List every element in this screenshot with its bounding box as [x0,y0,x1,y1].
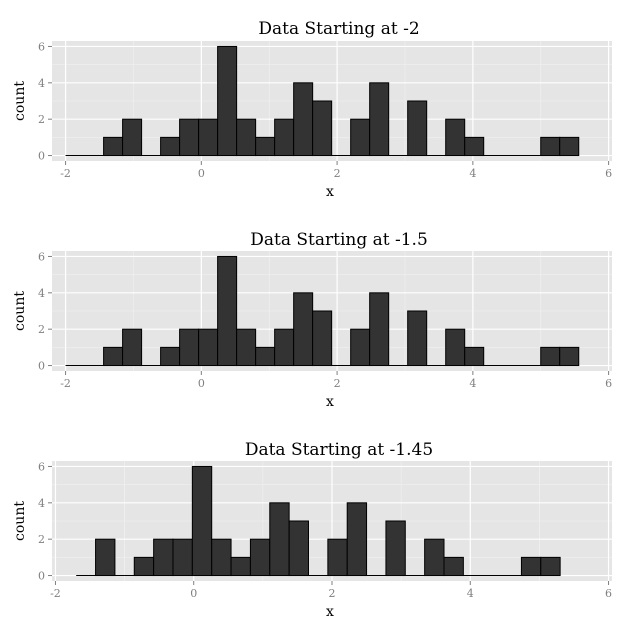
chart-panel-2: -2 0 2 4 6 0 2 4 6 Data Starting at -1.5 x count [12,230,612,410]
histogram-bar [385,520,406,577]
histogram-bar [540,346,561,367]
y-tick-label: 0 [38,150,45,163]
y-tick-label: 6 [38,460,45,473]
x-axis-label: x [326,394,334,410]
histogram-bar [211,538,232,577]
histogram-bar [230,556,251,577]
y-axis-label: count [12,291,28,331]
histogram-bar [350,328,371,367]
x-tick-label: -2 [50,587,61,600]
x-tick-label: 4 [467,587,474,600]
histogram-bar [274,328,295,367]
histogram-bar [249,538,271,577]
histogram-bar [293,292,314,367]
y-tick-label: 2 [38,113,45,126]
chart-title: Data Starting at -1.5 [250,230,428,250]
histogram-bar [464,346,485,367]
histogram-bar [274,118,295,157]
histogram-bar [407,310,428,367]
histogram-bar [179,328,200,367]
histogram-bar [191,465,213,577]
y-tick-label: 2 [38,323,45,336]
histogram-bar [407,100,428,157]
histogram-bar [179,118,200,157]
y-tick-label: 6 [38,40,45,53]
histogram-bar [160,346,181,367]
histogram-bar [198,328,219,367]
y-tick-label: 6 [38,250,45,263]
y-tick-label: 0 [38,360,45,373]
histogram-bar [288,520,309,577]
x-tick-label: 6 [605,167,612,180]
histogram-bar [443,556,464,577]
histogram-bar [103,346,124,367]
histogram-bar [346,502,368,577]
x-tick-label: -2 [60,377,71,390]
histogram-bar [269,502,290,577]
x-tick-label: 0 [190,587,197,600]
x-tick-label: 4 [469,377,476,390]
histogram-bar [312,310,333,367]
y-axis-label: count [12,501,28,541]
histogram-bar [464,136,485,157]
histogram-bar [369,82,390,157]
histogram-bar [153,538,174,577]
x-tick-label: 6 [605,377,612,390]
histogram-bar [172,538,193,577]
histogram-bar [540,136,561,157]
chart-title: Data Starting at -2 [258,19,419,39]
histogram-bar [160,136,181,157]
histogram-bar [95,538,116,577]
x-tick-label: 6 [605,587,612,600]
x-tick-label: 2 [329,587,336,600]
histogram-bar [236,328,257,367]
histogram-bar [133,556,155,577]
histogram-bar [424,538,445,577]
histogram-bar [350,118,371,157]
histogram-bar [217,45,238,157]
histogram-bar [103,136,124,157]
x-tick-label: 2 [334,167,341,180]
histogram-bar [369,292,390,367]
histogram-bar [520,556,542,577]
histogram-bar [217,255,238,367]
x-tick-label: 0 [198,377,205,390]
chart-title: Data Starting at -1.45 [245,440,433,460]
histogram-bar [255,346,276,367]
histogram-bar [312,100,333,157]
histogram-bar [559,346,580,367]
y-axis-label: count [12,81,28,121]
histogram-bar [445,118,466,157]
y-tick-label: 4 [38,497,45,510]
histogram-bar [255,136,276,157]
histogram-bar [122,118,143,157]
histogram-bar [540,556,561,577]
y-tick-label: 4 [38,287,45,300]
x-tick-label: 2 [334,377,341,390]
x-tick-label: 4 [469,167,476,180]
chart-panel-1: -2 0 2 4 6 0 2 4 6 Data Starting at -2 x count [12,19,612,200]
y-tick-label: 4 [38,77,45,90]
chart-panel-3: -2 0 2 4 6 0 2 4 6 Data Starting at -1.45 x count [12,440,612,620]
histogram-bar [327,538,348,577]
x-axis-label: x [326,184,334,200]
histogram-bar [445,328,466,367]
x-axis-label: x [326,604,334,620]
y-tick-label: 2 [38,533,45,546]
x-tick-label: -2 [60,167,71,180]
histogram-bar [236,118,257,157]
x-tick-label: 0 [198,167,205,180]
histogram-bar [122,328,143,367]
histogram-bar [559,136,580,157]
histogram-bar [293,82,314,157]
histogram-bar [198,118,219,157]
y-tick-label: 0 [38,570,45,583]
